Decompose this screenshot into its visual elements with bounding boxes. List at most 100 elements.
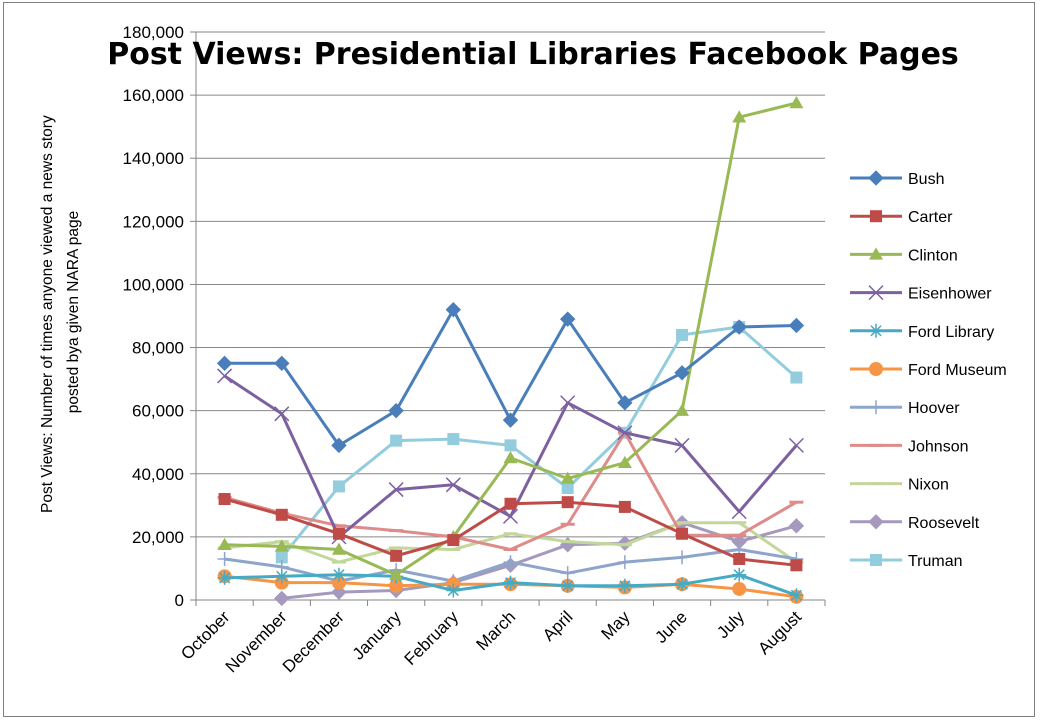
data-point (560, 566, 575, 581)
data-point (217, 570, 232, 585)
legend-item-johnson: Johnson (850, 438, 969, 455)
legend-item-bush: Bush (850, 170, 944, 188)
legend-marker (870, 210, 882, 223)
legend-label: Ford Library (908, 324, 994, 341)
data-point (447, 433, 460, 446)
data-point (733, 552, 746, 565)
legend-label: Truman (908, 553, 963, 570)
data-point (274, 406, 290, 422)
x-tick-label: July (713, 607, 748, 642)
data-point (504, 497, 517, 510)
data-point (675, 403, 690, 416)
legend-item-nixon: Nixon (850, 477, 949, 494)
data-point (675, 550, 690, 565)
y-tick-label: 80,000 (132, 339, 184, 358)
data-point (390, 549, 403, 562)
series-lines (216, 96, 805, 607)
data-point (617, 535, 633, 551)
legend-marker (868, 170, 884, 186)
data-point (447, 534, 460, 547)
axes (190, 31, 826, 606)
data-point (617, 555, 632, 570)
data-point (503, 575, 518, 590)
legend-label: Ford Museum (908, 362, 1007, 379)
data-point (274, 355, 290, 372)
series-carter (218, 493, 803, 572)
data-point (676, 328, 689, 341)
data-point (389, 578, 404, 593)
data-point (388, 402, 404, 419)
y-axis-label-line-2: posted bya given NARA page (65, 211, 82, 414)
x-tick-label: February (401, 607, 463, 669)
series-bush (216, 301, 805, 454)
data-point (617, 578, 632, 593)
series-line-roosevelt (281, 521, 797, 600)
legend-item-truman: Truman (850, 553, 963, 570)
data-point (674, 437, 690, 453)
legend-item-carter: Carter (850, 209, 953, 226)
data-point (560, 471, 575, 484)
data-point (389, 567, 404, 581)
x-tick-label: December (279, 607, 348, 676)
legend: Bush Carter Clinton Eisenhower Ford Library F… (850, 170, 1007, 570)
y-axis-label: Post Views: Number of times anyone viewe… (39, 111, 82, 513)
data-point (503, 555, 518, 570)
legend-label: Carter (908, 209, 953, 226)
data-point (217, 537, 232, 551)
legend-marker (869, 323, 883, 338)
data-point (617, 425, 633, 441)
data-point (561, 496, 574, 509)
x-tick-label: April (539, 607, 576, 644)
x-tick-label: August (754, 607, 805, 658)
data-point (617, 395, 633, 411)
data-point (559, 311, 576, 327)
legend-item-ford-museum: Ford Museum (850, 362, 1007, 379)
data-point (560, 578, 575, 593)
chart-title: Post Views: Presidential Libraries Faceb… (107, 37, 959, 72)
legend-item-clinton: Clinton (850, 247, 958, 264)
data-point (331, 567, 346, 582)
legend-label: Hoover (908, 400, 960, 417)
legend-marker (869, 362, 883, 376)
data-point (675, 577, 690, 592)
legend-marker (869, 247, 883, 260)
legend-item-roosevelt: Roosevelt (850, 514, 980, 532)
data-point (275, 551, 288, 564)
legend-item-ford-library: Ford Library (850, 324, 994, 341)
y-tick-label: 0 (175, 591, 184, 610)
x-tick-label: October (177, 607, 233, 663)
legend-marker (869, 400, 883, 415)
data-point (561, 481, 574, 494)
data-point (502, 508, 519, 524)
y-tick-label: 100,000 (123, 275, 184, 294)
y-tick-label: 40,000 (132, 465, 184, 484)
data-point (618, 500, 631, 513)
data-point (274, 590, 290, 607)
data-point (788, 437, 804, 453)
y-tick-label: 140,000 (123, 149, 184, 168)
series-roosevelt (274, 514, 805, 607)
data-point (275, 508, 288, 521)
chart-frame (3, 2, 1035, 717)
legend-label: Bush (908, 171, 944, 188)
data-point (445, 477, 461, 493)
legend-label: Nixon (908, 477, 949, 494)
data-point (274, 539, 289, 552)
data-point (445, 301, 462, 318)
data-point (732, 110, 747, 123)
y-axis-label-line-1: Post Views: Number of times anyone viewe… (39, 115, 56, 513)
y-tick-label: 180,000 (123, 23, 184, 42)
legend-marker (868, 285, 884, 301)
data-point (390, 434, 403, 447)
x-tick-label: March (472, 607, 519, 654)
data-point (731, 319, 747, 335)
data-point (731, 504, 747, 520)
data-point (216, 355, 233, 372)
legend-label: Eisenhower (908, 286, 992, 303)
x-tick-label: May (598, 607, 634, 643)
data-point (617, 455, 632, 468)
data-point (790, 559, 803, 572)
data-point (789, 96, 804, 109)
data-point (788, 518, 805, 534)
data-point (790, 371, 803, 384)
